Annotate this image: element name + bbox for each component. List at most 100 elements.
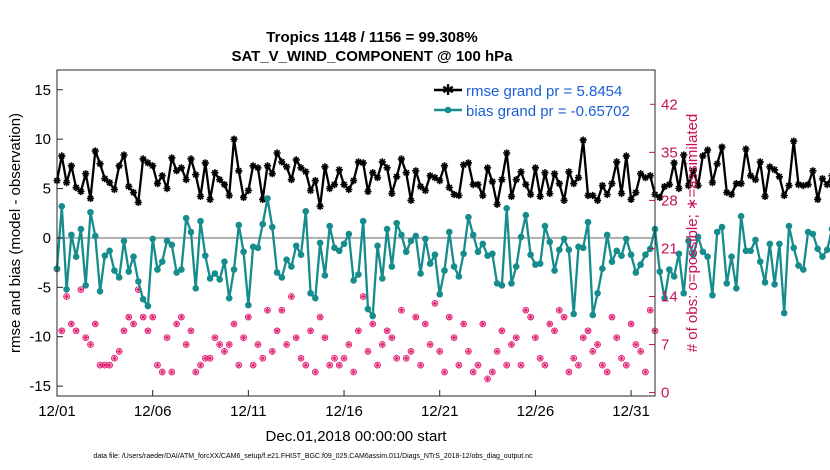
obs-possible-mark [484, 375, 491, 383]
rmse-point [350, 177, 358, 185]
obs-assimilated-mark [418, 362, 423, 368]
obs-possible-mark [331, 354, 338, 362]
rmse-point [393, 173, 401, 181]
bias-point [139, 295, 147, 303]
y-axis-label-right: # of obs: o=possible; ∗=assimilated [684, 114, 701, 353]
obs-count-marker [599, 361, 606, 369]
rmse-point [354, 158, 362, 166]
bias-point [685, 237, 692, 245]
rmse-point [484, 164, 492, 172]
obs-assimilated-mark [78, 287, 84, 292]
series-layer [53, 135, 830, 320]
rmse-point [211, 169, 219, 177]
obs-possible-mark [264, 306, 271, 314]
obs-assimilated-mark [533, 335, 538, 340]
bias-point [206, 275, 214, 282]
rmse-point [780, 191, 788, 200]
bias-point [422, 235, 429, 243]
obs-assimilated-mark [480, 321, 486, 327]
right-axis: 0 7 14 21 28 35 42 [649, 96, 678, 402]
rmse-point [531, 164, 539, 172]
obs-possible-mark [254, 341, 262, 348]
obs-assimilated-mark [317, 314, 323, 320]
obs-assimilated-mark [384, 328, 390, 334]
obs-count-marker [378, 341, 386, 348]
bias-point [402, 248, 410, 256]
rmse-point [82, 170, 90, 178]
obs-count-marker [245, 313, 252, 321]
bias-point [584, 218, 592, 226]
rmse-point [756, 158, 764, 166]
bias-point [790, 244, 798, 252]
obs-possible-mark [292, 334, 300, 342]
bias-point [503, 205, 510, 212]
obs-assimilated-mark [513, 335, 519, 340]
obs-possible-mark [278, 306, 286, 314]
obs-count-marker [575, 361, 582, 369]
bias-point [326, 222, 333, 230]
obs-count-marker [115, 348, 123, 355]
obs-count-marker [417, 361, 424, 369]
bias-point [283, 256, 290, 263]
x-tick-label: 12/01 [38, 403, 76, 420]
rmse-point [727, 190, 736, 199]
bias-point [120, 237, 128, 245]
obs-possible-mark [436, 348, 444, 355]
bias-point [264, 195, 271, 202]
obs-possible-mark [431, 299, 439, 307]
obs-possible-mark [168, 368, 176, 376]
obs-count-marker [579, 334, 587, 342]
obs-assimilated-mark [88, 342, 93, 347]
obs-assimilated-mark [97, 362, 103, 368]
y-tick-label-right: 7 [661, 337, 669, 354]
obs-count-marker [460, 320, 467, 328]
obs-assimilated-mark [389, 335, 395, 340]
bias-point [666, 266, 673, 273]
x-tick-label: 12/31 [612, 403, 650, 420]
obs-assimilated-mark [145, 328, 151, 334]
obs-possible-mark [541, 361, 549, 369]
rmse-point [766, 163, 774, 171]
obs-possible-mark [560, 313, 568, 321]
rmse-point [469, 181, 477, 189]
bias-point [733, 285, 740, 292]
obs-possible-mark [422, 320, 429, 328]
obs-count-marker [646, 306, 654, 314]
bias-point [814, 245, 821, 253]
obs-assimilated-mark [442, 369, 447, 375]
obs-count-marker [632, 341, 640, 348]
obs-possible-mark [173, 320, 180, 328]
bias-point [340, 240, 348, 248]
obs-assimilated-mark [116, 349, 122, 354]
rmse-point [86, 194, 95, 202]
obs-count-marker [254, 341, 262, 348]
bias-point [642, 251, 649, 259]
obs-count-marker [221, 348, 228, 355]
obs-count-marker [216, 341, 224, 348]
obs-count-marker [565, 368, 573, 376]
x-axis: 12/01 12/06 12/11 12/16 12/21 12/26 12/31 [38, 390, 650, 420]
x-axis-label: Dec.01,2018 00:00:00 start [266, 428, 448, 445]
rmse-point [268, 170, 276, 178]
legend-bias-marker [444, 106, 452, 114]
obs-assimilated-mark [226, 342, 232, 347]
obs-count-marker [321, 334, 329, 342]
bias-point [350, 277, 357, 284]
obs-count-marker [474, 361, 482, 369]
rmse-point [732, 180, 740, 188]
obs-assimilated-mark [193, 369, 199, 375]
obs-possible-mark [603, 368, 611, 376]
obs-possible-mark [225, 341, 233, 348]
obs-count-marker [359, 293, 367, 300]
obs-assimilated-mark [231, 321, 237, 327]
bias-point [202, 252, 209, 260]
obs-count-marker [517, 361, 525, 369]
obs-count-marker [307, 327, 314, 335]
obs-count-marker [87, 341, 94, 348]
obs-assimilated-mark [289, 294, 294, 299]
obs-assimilated-mark [423, 321, 428, 327]
bias-point [465, 213, 472, 221]
obs-assimilated-mark [446, 314, 452, 320]
obs-possible-mark [364, 348, 372, 355]
rmse-point [378, 158, 386, 166]
